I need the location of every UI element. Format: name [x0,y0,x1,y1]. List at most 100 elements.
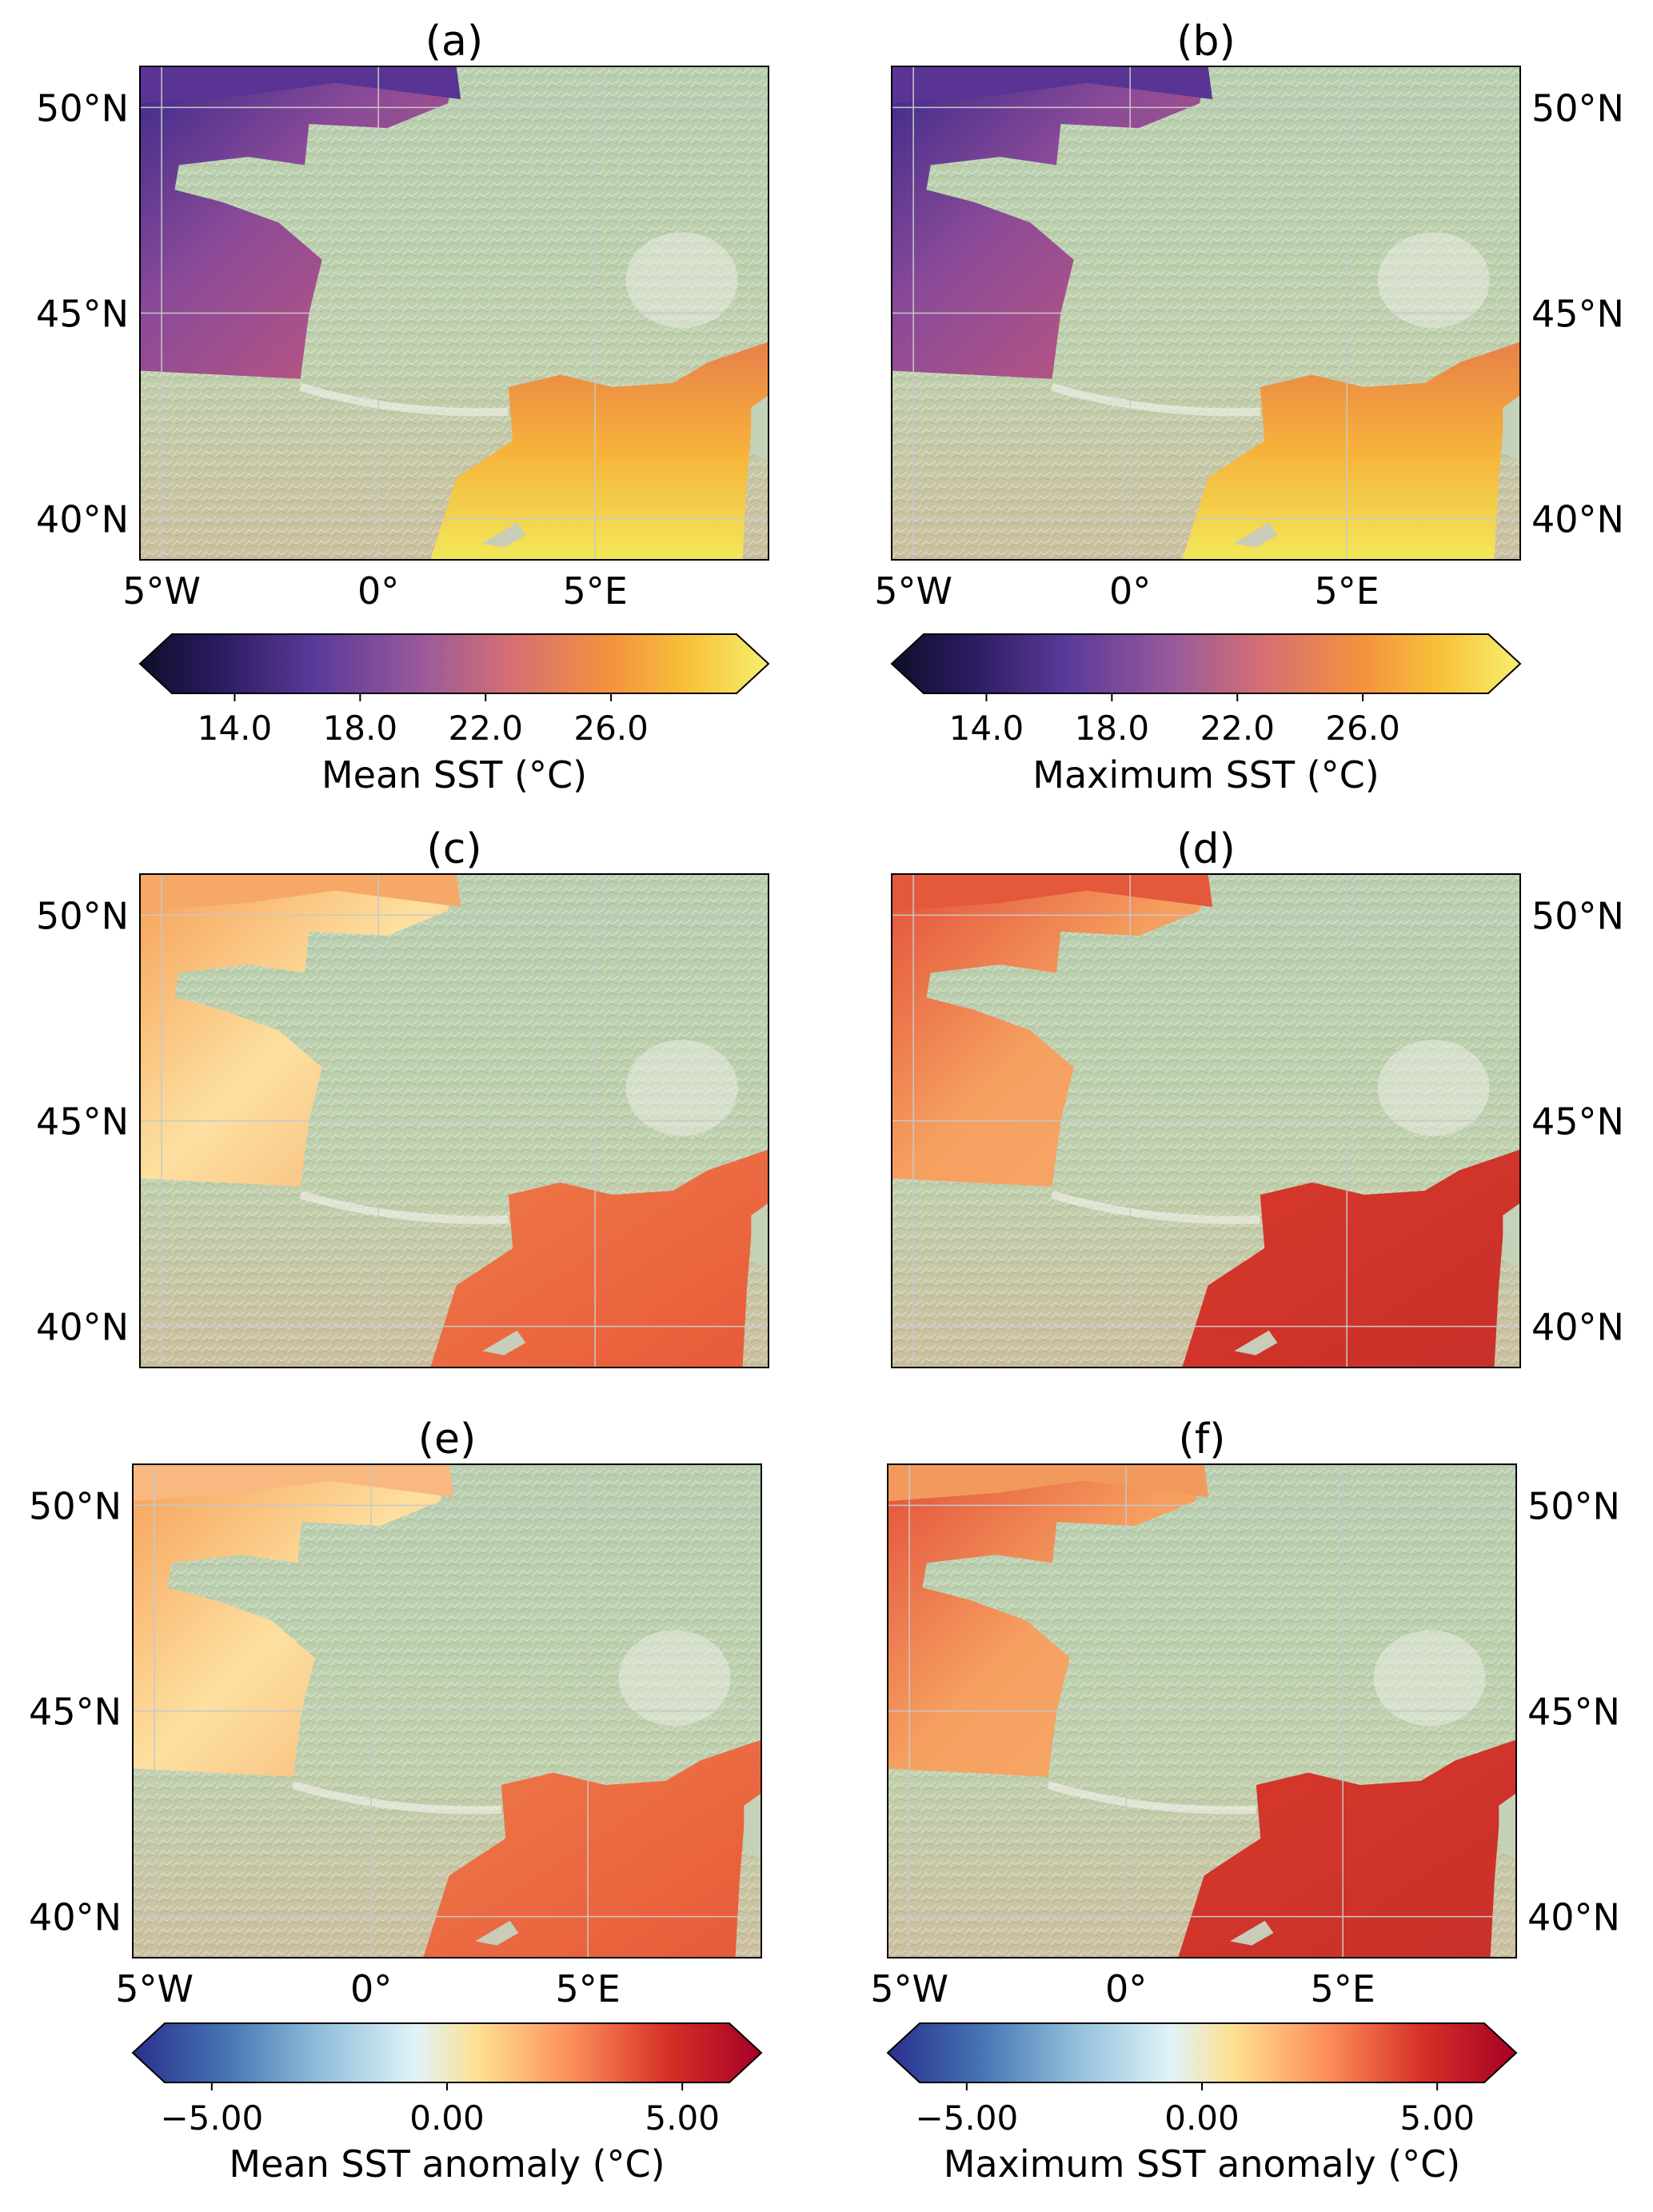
colorbar-label: Mean SST (°C) [321,753,587,797]
corsica [751,395,769,461]
lat-tick-label: 40°N [1527,1896,1620,1939]
lat-tick-label: 50°N [36,86,129,130]
panel-title: (e) [418,1415,477,1463]
lat-tick-label: 40°N [1531,498,1624,541]
lat-tick-label: 45°N [36,293,129,336]
panel-title: (a) [425,18,483,66]
balearic-islands [482,522,526,548]
pyrenees-relief [292,1781,501,1815]
map-frame [891,66,1521,561]
pyrenees-relief [1051,1191,1260,1224]
lon-tick-label: 0° [1105,1967,1147,2010]
lat-tick-label: 45°N [1531,1100,1624,1144]
map-panel-e: (e) 50°N 45°N 40°N 5°W 0° 5°E [29,1415,762,2010]
lon-tick-label: 5°W [122,569,201,613]
atlantic-sst [888,1464,1204,1777]
balearic-islands [1234,522,1278,548]
channel-sst [892,874,1213,912]
colorbar-cb-a: 14.0 18.0 22.0 26.0 Mean SST (°C) [138,633,770,797]
colorbar-tick-label: 26.0 [1325,709,1400,748]
balearic-islands [1230,1920,1274,1946]
alps-relief [625,1040,738,1136]
channel-sst [892,66,1213,104]
mediterranean-sst [1182,341,1520,560]
colorbar-tick-label: 0.00 [409,2098,485,2138]
map-frame [887,1463,1517,1958]
atlantic-sst [892,66,1208,379]
colorbar-tick-label: 5.00 [645,2098,720,2138]
lon-tick-label: 0° [1109,569,1151,613]
channel-sst [888,1464,1209,1502]
corsica [751,1203,769,1269]
mediterranean-sst [430,1149,769,1368]
balearic-islands [482,1330,526,1356]
lon-tick-label: 5°E [1311,1967,1376,2010]
lon-tick-label: 5°W [870,1967,948,2010]
channel-sst [140,66,461,104]
colorbar-gradient [131,2022,763,2083]
map-frame [891,873,1521,1368]
lon-tick-label: 5°E [1315,569,1379,613]
atlantic-sst [140,66,457,379]
map-frame [139,873,769,1368]
corsica [1503,395,1520,461]
balearic-islands [475,1920,519,1946]
lon-tick-label: 0° [350,1967,392,2010]
alps-relief [625,232,738,329]
lat-tick-label: 50°N [1531,86,1624,130]
channel-sst [140,874,461,912]
colorbar-tick-label: 22.0 [448,709,523,748]
map-panel-c: (c) 50°N 45°N 40°N [36,825,769,1368]
map-frame [132,1463,762,1958]
lat-tick-label: 40°N [29,1896,122,1939]
colorbar-tick-label: 26.0 [573,709,649,748]
colorbar-tick-label: 14.0 [198,709,273,748]
lat-tick-label: 45°N [36,1100,129,1144]
lon-tick-label: 5°W [874,569,952,613]
map-area [888,1464,1516,1958]
alps-relief [1373,1630,1486,1727]
map-panel-d: (d) 50°N 45°N 40°N [891,825,1624,1368]
corsica [744,1793,761,1859]
atlantic-sst [133,1464,449,1777]
map-area [892,874,1520,1368]
lat-tick-label: 50°N [29,1484,122,1527]
channel-sst [133,1464,454,1502]
colorbar-gradient [890,633,1522,694]
colorbar-tick-label: 14.0 [949,709,1024,748]
map-frame [139,66,769,561]
colorbar-label: Maximum SST (°C) [1032,753,1379,797]
lat-tick-label: 45°N [1527,1691,1620,1734]
lat-tick-label: 45°N [1531,293,1624,336]
map-area [892,66,1520,560]
mediterranean-sst [423,1739,761,1958]
lon-tick-label: 0° [357,569,399,613]
map-panel-b: (b) 50°N 45°N 40°N 5°W 0° 5°E [874,18,1624,613]
mediterranean-sst [1182,1149,1520,1368]
panel-title: (d) [1176,825,1236,873]
panel-title: (c) [426,825,481,873]
lon-tick-label: 5°E [556,1967,621,2010]
lat-tick-label: 40°N [36,498,129,541]
colorbar-tick-label: 5.00 [1399,2098,1475,2138]
lat-tick-label: 40°N [36,1306,129,1349]
colorbar-label: Mean SST anomaly (°C) [229,2142,665,2186]
pyrenees-relief [1051,383,1260,417]
alps-relief [1377,232,1490,329]
pyrenees-relief [1047,1781,1256,1815]
colorbar-tick-label: 18.0 [1075,709,1150,748]
colorbars: 14.0 18.0 22.0 26.0 Mean SST (°C) 14.0 18.0 22.… [131,633,1522,2186]
alps-relief [1377,1040,1490,1136]
lat-tick-label: 50°N [1527,1484,1620,1527]
colorbar-label: Maximum SST anomaly (°C) [944,2142,1461,2186]
colorbar-tick-label: −5.00 [915,2098,1018,2138]
pyrenees-relief [299,383,509,417]
colorbar-tick-label: 0.00 [1164,2098,1240,2138]
colorbar-tick-label: 18.0 [323,709,398,748]
map-panel-a: (a) 50°N 45°N 40°N 5°W 0° 5°E [36,18,769,613]
panel-title: (b) [1176,18,1236,66]
panel-title: (f) [1179,1415,1226,1463]
lon-tick-label: 5°E [563,569,628,613]
